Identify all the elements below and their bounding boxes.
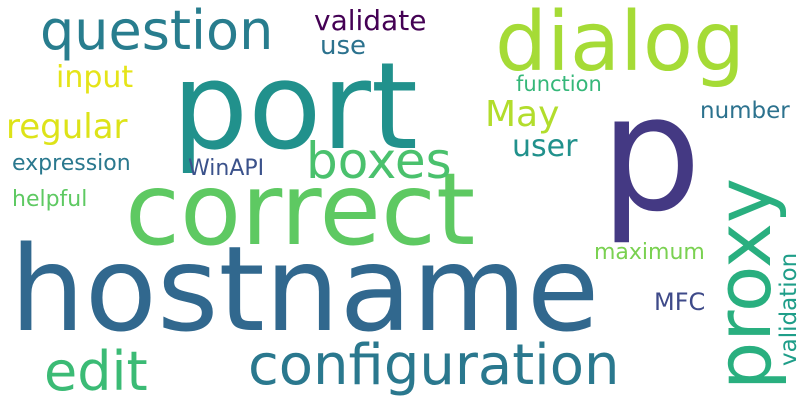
word-use: use [320, 31, 367, 61]
word-MFC: MFC [654, 288, 706, 316]
word-number: number [700, 98, 790, 124]
word-May: May [485, 94, 560, 135]
word-validate: validate [314, 4, 427, 37]
word-dialog: dialog [495, 0, 746, 90]
word-helpful: helpful [12, 187, 88, 212]
word-regular: regular [6, 107, 128, 147]
word-function: function [516, 72, 602, 96]
word-WinAPI: WinAPI [188, 156, 265, 181]
word-hostname: hostname [10, 220, 600, 358]
word-port: port [172, 38, 418, 177]
word-input: input [56, 60, 134, 95]
word-correct: correct [125, 151, 476, 268]
word-boxes: boxes [306, 132, 452, 190]
word-configuration: configuration [248, 333, 620, 398]
word-user: user [512, 129, 578, 164]
word-question: question [40, 0, 274, 62]
word-validation: validation [776, 252, 800, 366]
word-expression: expression [12, 151, 131, 176]
word-edit: edit [44, 340, 148, 400]
word-proxy: proxy [699, 178, 788, 390]
word-p: p [600, 60, 702, 247]
word-maximum: maximum [594, 240, 705, 265]
